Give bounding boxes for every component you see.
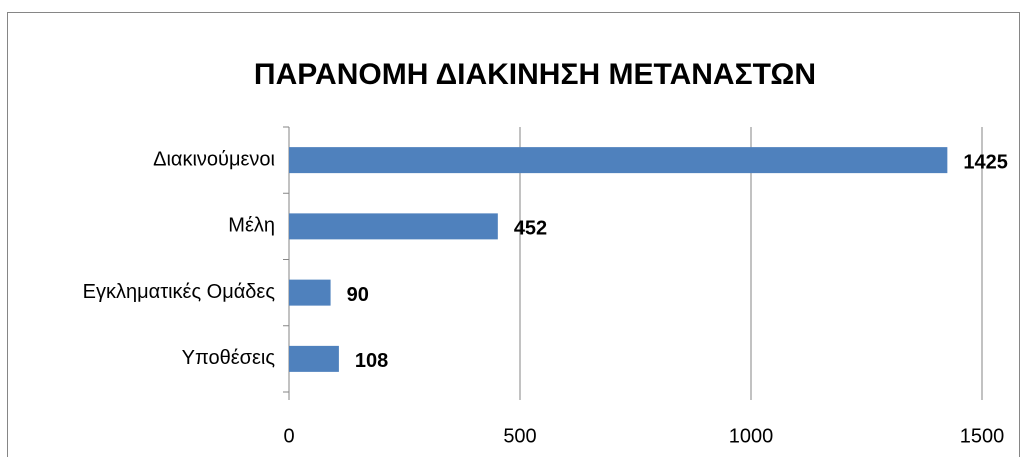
chart-title: ΠΑΡΑΝΟΜΗ ΔΙΑΚΙΝΗΣΗ ΜΕΤΑΝΑΣΤΩΝ: [254, 58, 816, 91]
x-tick-label: 0: [283, 425, 294, 447]
data-label: 108: [355, 350, 388, 372]
x-tick-label: 1500: [960, 425, 1005, 447]
bar: [289, 213, 498, 240]
bar: [289, 345, 339, 372]
data-label: 90: [347, 284, 369, 306]
y-tick-label: Μέλη: [228, 215, 275, 237]
y-tick-label: Υποθέσεις: [182, 347, 276, 369]
y-tick-label: Εγκληματικές Ομάδες: [83, 281, 276, 303]
x-tick-label: 500: [503, 425, 536, 447]
data-label: 452: [514, 218, 547, 240]
bar: [289, 147, 948, 174]
y-tick-label: Διακινούμενοι: [153, 148, 275, 170]
data-label: 1425: [963, 151, 1008, 173]
bar: [289, 279, 331, 306]
chart-frame: [7, 12, 1020, 457]
x-tick-label: 1000: [729, 425, 774, 447]
